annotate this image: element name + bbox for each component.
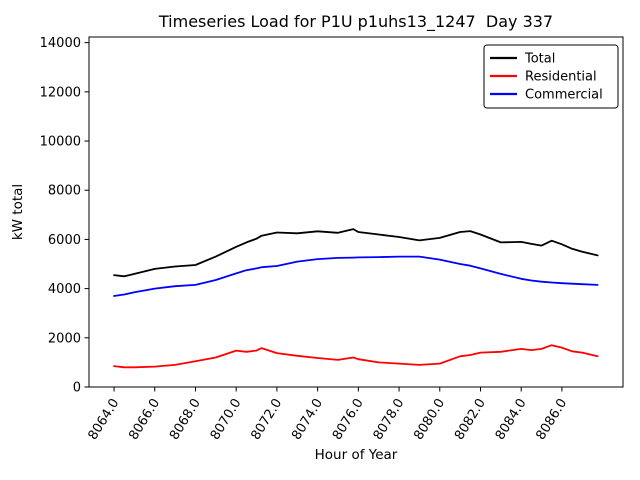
- chart-title: Timeseries Load for P1U p1uhs13_1247 Day…: [158, 12, 553, 32]
- y-tick-label: 10000: [40, 135, 81, 150]
- y-axis-label: kW total: [10, 184, 26, 240]
- plot-area: 8064.0 8066.0 8068.0 8070.0 8072.0 8074.0 8076…: [40, 36, 624, 443]
- series-line-residential: [113, 344, 599, 369]
- legend-label-commercial: Commercial: [525, 88, 603, 103]
- x-tick-label: 8086.0: [533, 396, 570, 443]
- x-tick-label: 8068.0: [167, 396, 204, 443]
- legend-label-residential: Residential: [525, 70, 597, 85]
- y-tick-label: 6000: [48, 233, 81, 248]
- x-axis-label: Hour of Year: [315, 447, 398, 463]
- x-tick-label: 8064.0: [86, 396, 123, 443]
- y-tick-label: 8000: [48, 184, 81, 199]
- axes-spines: [88, 36, 624, 388]
- x-tick-label: 8072.0: [248, 396, 285, 443]
- x-tick-label: 8084.0: [493, 396, 530, 443]
- legend-label-total: Total: [524, 52, 555, 67]
- y-tick-label: 4000: [48, 282, 81, 297]
- x-tick-label: 8066.0: [126, 396, 163, 443]
- y-tick-label: 12000: [40, 85, 81, 100]
- series-line-commercial: [113, 255, 599, 297]
- x-tick-label: 8078.0: [371, 396, 408, 443]
- legend-box: [483, 44, 619, 109]
- x-tick-label: 8074.0: [289, 396, 326, 443]
- series-line-total: [113, 228, 599, 278]
- x-tick-label: 8070.0: [208, 396, 245, 443]
- y-tick-label: 14000: [40, 36, 81, 51]
- y-tick-label: 2000: [48, 331, 81, 346]
- x-tick-label: 8080.0: [411, 396, 448, 443]
- y-tick-label: 0: [73, 381, 81, 396]
- x-tick-label: 8076.0: [330, 396, 367, 443]
- x-tick-label: 8082.0: [452, 396, 489, 443]
